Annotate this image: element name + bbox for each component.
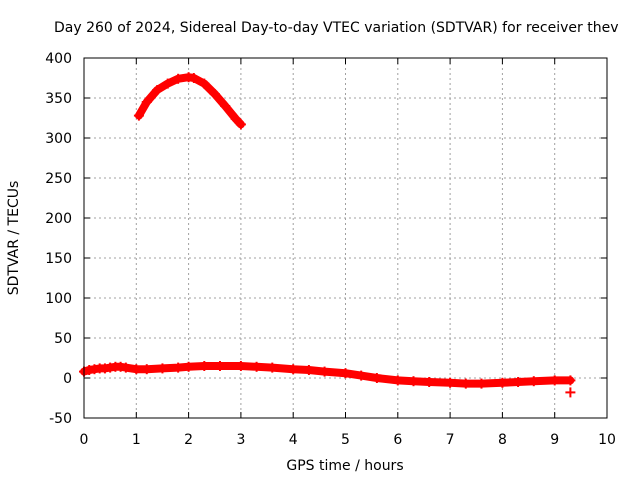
data-point <box>445 377 456 388</box>
data-point <box>162 78 173 89</box>
series-band <box>80 362 575 388</box>
data-point <box>371 373 382 383</box>
data-point <box>460 378 471 389</box>
axis-ticks <box>83 57 608 419</box>
series-0 <box>133 72 246 130</box>
y-axis-label: SDTVAR / TECUs <box>6 181 22 296</box>
data-point <box>152 85 163 95</box>
data-point <box>319 366 330 377</box>
y-tick-label: 50 <box>54 331 72 347</box>
data-point <box>235 361 246 371</box>
data-point <box>340 368 351 379</box>
data-point <box>408 376 419 387</box>
data-point <box>141 97 152 107</box>
data-point <box>513 377 524 387</box>
data-point <box>528 376 539 387</box>
x-tick-label: 5 <box>341 432 350 448</box>
data-point <box>220 101 231 111</box>
x-tick-label: 2 <box>184 432 193 448</box>
data-point <box>356 370 367 381</box>
y-tick-label: 100 <box>45 291 72 307</box>
x-tick-label: 3 <box>236 432 245 448</box>
data-points <box>79 72 576 398</box>
series-2 <box>565 387 576 398</box>
x-axis-label: GPS time / hours <box>286 458 403 474</box>
y-tick-label: 400 <box>45 51 72 67</box>
data-point <box>303 365 314 375</box>
grid-lines <box>84 58 607 418</box>
data-point <box>188 73 199 83</box>
data-point <box>173 362 184 373</box>
x-tick-label: 9 <box>550 432 559 448</box>
data-point <box>235 119 246 130</box>
y-tick-label: 200 <box>45 211 72 227</box>
data-point <box>497 377 508 388</box>
y-tick-label: 150 <box>45 251 72 267</box>
data-point <box>173 73 184 84</box>
y-tick-label: 300 <box>45 131 72 147</box>
y-tick-label: 0 <box>63 371 72 387</box>
data-point <box>565 375 576 386</box>
x-tick-label: 4 <box>289 432 298 448</box>
data-point <box>251 361 262 372</box>
data-point <box>133 110 144 121</box>
data-point <box>199 78 210 89</box>
data-point <box>131 364 142 375</box>
data-point <box>157 363 168 374</box>
y-tick-label: -50 <box>49 411 72 427</box>
x-tick-label: 7 <box>446 432 455 448</box>
x-tick-label: 8 <box>498 432 507 448</box>
data-point <box>476 378 487 389</box>
data-point <box>230 113 241 124</box>
data-point <box>565 387 576 398</box>
data-point <box>120 362 131 373</box>
y-tick-labels: -50 0 50 100 150 200 250 300 350 400 <box>45 51 72 427</box>
data-point <box>183 361 194 372</box>
data-point <box>209 89 220 99</box>
x-tick-label: 0 <box>80 432 89 448</box>
y-tick-label: 350 <box>45 91 72 107</box>
series-band <box>134 73 245 129</box>
series-1 <box>79 361 576 389</box>
x-tick-labels: 0 1 2 3 4 5 6 7 8 9 10 <box>80 432 616 448</box>
data-point <box>392 375 403 386</box>
y-tick-label: 250 <box>45 171 72 187</box>
data-point <box>424 377 435 387</box>
x-tick-label: 1 <box>132 432 141 448</box>
x-tick-label: 6 <box>393 432 402 448</box>
data-point <box>214 361 225 371</box>
data-point <box>267 362 278 373</box>
x-tick-label: 10 <box>598 432 616 448</box>
chart-title: Day 260 of 2024, Sidereal Day-to-day VTE… <box>54 20 618 36</box>
data-point <box>549 375 560 386</box>
data-point <box>141 364 152 375</box>
data-point <box>199 361 210 371</box>
data-point <box>288 364 299 375</box>
